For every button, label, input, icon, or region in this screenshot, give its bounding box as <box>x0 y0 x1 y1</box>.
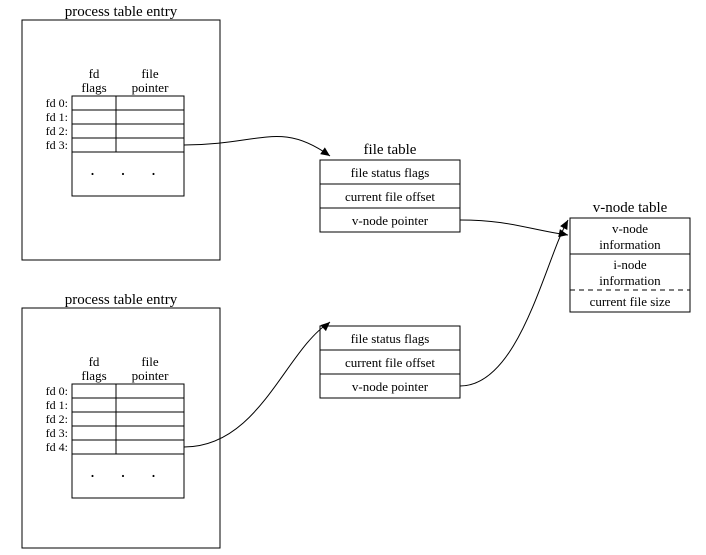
pointer-arrow <box>460 220 568 235</box>
file-table-2 <box>320 326 460 398</box>
svg-text:v-node table: v-node table <box>593 200 668 216</box>
svg-text:process table entry: process table entry <box>65 4 178 20</box>
svg-text:process table entry: process table entry <box>65 292 178 308</box>
pointer-arrow <box>460 220 568 386</box>
v-node-table <box>570 218 690 312</box>
process-table-entry-2 <box>22 308 220 548</box>
file-table-1 <box>320 160 460 232</box>
svg-text:file table: file table <box>364 142 417 158</box>
process-table-entry-1 <box>22 20 220 260</box>
